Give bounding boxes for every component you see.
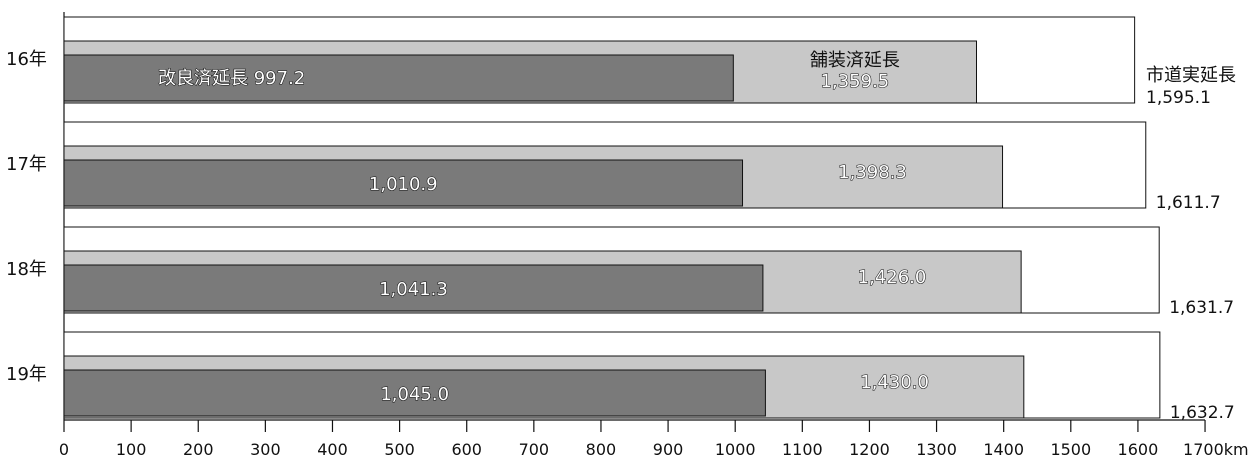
- category-label: 16年: [6, 49, 47, 70]
- paved-length-label: 舗装済延長: [810, 50, 900, 71]
- x-tick-label: 400: [317, 440, 348, 459]
- x-tick-label: 200: [183, 440, 214, 459]
- total-length-label: 1,632.7: [1170, 403, 1235, 423]
- x-tick-label: 1300: [916, 440, 957, 459]
- x-tick-label: 600: [451, 440, 482, 459]
- paved-length-label: 1,359.5: [821, 71, 890, 92]
- x-tick-label: 1500: [1050, 440, 1091, 459]
- x-tick-label: 1700km: [1183, 440, 1249, 459]
- x-tick-label: 900: [653, 440, 684, 459]
- paved-length-label: 1,398.3: [838, 162, 907, 183]
- x-tick-label: 1600: [1118, 440, 1159, 459]
- improved-length-bar: [63, 264, 764, 312]
- improved-length-label: 改良済延長 997.2: [158, 68, 305, 89]
- x-axis-ticks: 0 100 200 300 400 500 600 700 800 900 1000 1100 1200…: [59, 420, 1249, 459]
- improved-length-label: 1,041.3: [379, 279, 448, 300]
- x-tick-label: 800: [586, 440, 617, 459]
- improved-length-label: 1,010.9: [369, 174, 438, 195]
- x-tick-label: 1100: [782, 440, 823, 459]
- improved-length-bar: [63, 369, 766, 417]
- paved-length-label: 1,430.0: [860, 372, 929, 393]
- improved-length-bar: [63, 54, 734, 102]
- x-tick-label: 0: [59, 440, 69, 459]
- category-label: 18年: [6, 259, 47, 280]
- category-label: 17年: [6, 154, 47, 175]
- x-tick-label: 100: [116, 440, 147, 459]
- x-tick-label: 1400: [983, 440, 1024, 459]
- total-length-label: 市道実延長: [1146, 65, 1236, 86]
- paved-length-label: 1,426.0: [858, 267, 927, 288]
- total-length-label: 1,631.7: [1169, 298, 1234, 318]
- total-length-label: 1,595.1: [1146, 88, 1211, 108]
- category-label: 19年: [6, 364, 47, 385]
- improved-length-label: 1,045.0: [380, 384, 449, 405]
- x-tick-label: 500: [384, 440, 415, 459]
- x-tick-label: 1000: [715, 440, 756, 459]
- x-tick-label: 300: [250, 440, 281, 459]
- total-length-label: 1,611.7: [1156, 193, 1221, 213]
- x-tick-label: 1200: [849, 440, 890, 459]
- improved-length-bar: [63, 159, 744, 207]
- x-tick-label: 700: [519, 440, 550, 459]
